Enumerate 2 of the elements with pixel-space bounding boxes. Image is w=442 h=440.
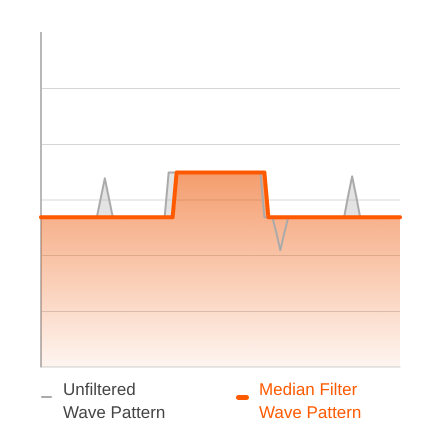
legend-label: Unfiltered Wave Pattern — [63, 379, 166, 424]
legend-label: Median Filter Wave Pattern — [259, 379, 362, 424]
